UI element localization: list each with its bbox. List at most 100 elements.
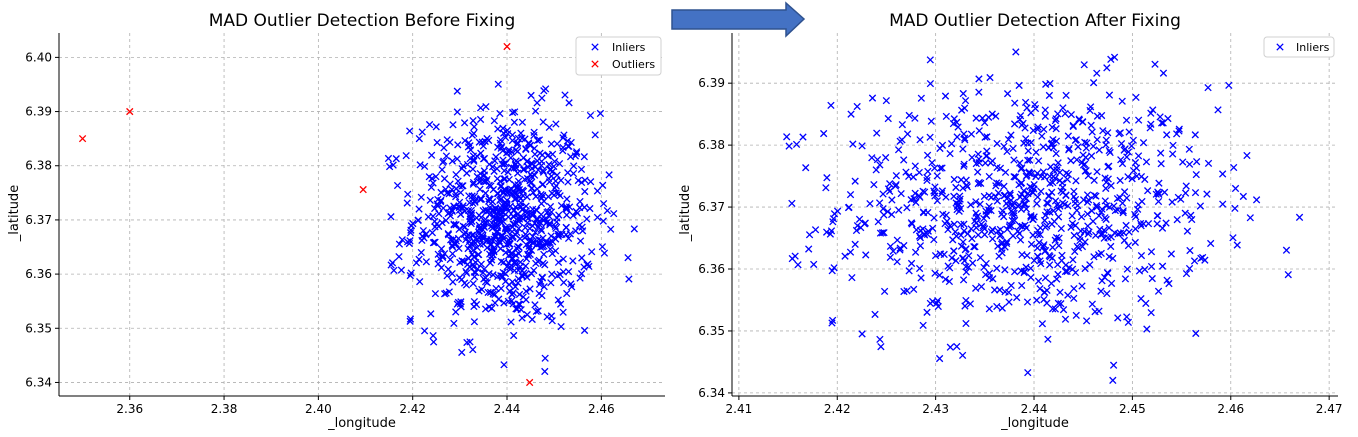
inlier-point xyxy=(450,221,458,229)
inlier-point xyxy=(440,144,448,152)
legend-marker-inliers xyxy=(591,43,599,51)
inlier-point xyxy=(551,184,559,192)
inlier-point xyxy=(1024,189,1032,198)
inlier-point xyxy=(886,253,894,262)
inlier-point xyxy=(1252,196,1261,204)
inlier-point xyxy=(958,106,966,114)
inlier-point xyxy=(498,143,506,151)
inlier-point xyxy=(1154,190,1163,198)
inlier-point xyxy=(525,245,533,253)
inlier-point xyxy=(799,133,807,141)
inlier-point xyxy=(415,205,423,213)
inlier-point xyxy=(480,171,488,179)
inlier-point xyxy=(1057,224,1065,233)
x-tick-label: 2.42 xyxy=(824,402,851,416)
inlier-point xyxy=(1095,146,1103,154)
inlier-point xyxy=(541,85,550,93)
inlier-point xyxy=(514,177,523,185)
inlier-point xyxy=(1009,144,1017,153)
inlier-point xyxy=(461,207,469,215)
inlier-point xyxy=(976,253,985,262)
inlier-point xyxy=(1055,234,1063,242)
inlier-point xyxy=(572,148,581,156)
inlier-point xyxy=(957,231,965,239)
inlier-point xyxy=(1052,233,1061,242)
inlier-point xyxy=(469,117,477,125)
inlier-point xyxy=(1103,289,1111,298)
y-axis-label: _latitude xyxy=(7,185,22,242)
inlier-point xyxy=(507,154,515,162)
inlier-point xyxy=(1055,241,1063,250)
inlier-point xyxy=(1114,230,1122,238)
inlier-point xyxy=(878,229,887,237)
inlier-point xyxy=(1124,318,1132,326)
inlier-point xyxy=(1192,157,1201,166)
inlier-point xyxy=(1104,129,1112,137)
inlier-point xyxy=(877,343,885,351)
inlier-point xyxy=(828,267,836,275)
inlier-point xyxy=(1159,119,1167,127)
inlier-point xyxy=(985,274,994,282)
inlier-point xyxy=(1027,240,1036,248)
inlier-point xyxy=(967,130,976,138)
inlier-point xyxy=(802,164,810,172)
inlier-point xyxy=(1153,211,1161,220)
inlier-point xyxy=(1116,176,1124,185)
legend-x-marker xyxy=(591,60,599,68)
inlier-point xyxy=(384,154,393,163)
inlier-point xyxy=(418,128,426,136)
inlier-point xyxy=(548,249,556,258)
inlier-point xyxy=(881,153,890,162)
inlier-point xyxy=(788,199,796,208)
inlier-point xyxy=(416,161,424,169)
inlier-point xyxy=(533,136,542,145)
inlier-point xyxy=(1185,264,1194,273)
inlier-point xyxy=(876,161,884,169)
inlier-point xyxy=(455,182,463,190)
inlier-point xyxy=(526,141,534,149)
inlier-point xyxy=(456,300,465,308)
inlier-point xyxy=(1103,64,1111,72)
inlier-point xyxy=(919,209,928,217)
inlier-point xyxy=(841,252,849,260)
inlier-point xyxy=(1083,198,1092,206)
inlier-point xyxy=(1138,197,1146,206)
inlier-point xyxy=(972,114,980,122)
ticks: 2.36 2.38 2.40 2.42 2.44 2.46 6.34 6.35 6.36 6.37… xyxy=(25,50,614,416)
inlier-point xyxy=(978,114,987,122)
inlier-point xyxy=(891,182,900,190)
inlier-point xyxy=(1021,98,1030,107)
inlier-point xyxy=(1071,221,1080,230)
inlier-point xyxy=(437,264,446,272)
inlier-point xyxy=(600,249,609,257)
inlier-point xyxy=(531,228,539,237)
inlier-point xyxy=(974,150,982,158)
inlier-point xyxy=(531,301,539,309)
inlier-point xyxy=(395,240,404,248)
inlier-point xyxy=(926,79,935,88)
inlier-point xyxy=(916,242,925,250)
inlier-point xyxy=(537,161,546,170)
inlier-point xyxy=(1059,306,1068,314)
inlier-point xyxy=(491,215,499,223)
inlier-point xyxy=(1078,242,1087,251)
inlier-point xyxy=(508,297,516,305)
inlier-point xyxy=(505,148,513,156)
inlier-point xyxy=(530,128,538,136)
inlier-point xyxy=(847,110,855,118)
inlier-point xyxy=(941,275,950,283)
inlier-point xyxy=(972,159,980,168)
legend-label-inliers: Inliers xyxy=(1296,41,1330,54)
legend-label-outliers: Outliers xyxy=(612,58,655,71)
inlier-point xyxy=(993,163,1001,172)
inlier-point xyxy=(1088,207,1096,215)
inlier-point xyxy=(1052,115,1060,123)
inlier-point xyxy=(1118,159,1127,168)
inlier-point xyxy=(471,239,479,247)
inlier-point xyxy=(886,242,895,251)
inlier-point xyxy=(848,273,856,282)
inlier-point xyxy=(1109,361,1118,369)
inlier-point xyxy=(1149,106,1157,114)
inlier-point xyxy=(470,123,478,131)
inlier-point xyxy=(1057,300,1065,308)
